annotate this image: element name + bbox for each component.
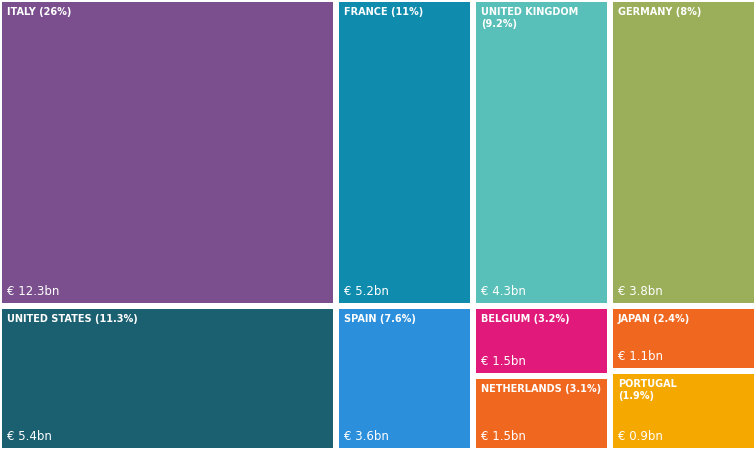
Bar	[476, 309, 607, 373]
Bar	[2, 309, 333, 448]
Bar	[613, 2, 754, 303]
Bar	[613, 374, 754, 448]
Text: € 1.5bn: € 1.5bn	[481, 355, 526, 368]
Text: GERMANY (8%): GERMANY (8%)	[618, 7, 702, 17]
Text: € 5.4bn: € 5.4bn	[7, 430, 52, 443]
Text: € 12.3bn: € 12.3bn	[7, 285, 60, 298]
Text: FRANCE (11%): FRANCE (11%)	[344, 7, 423, 17]
Text: € 4.3bn: € 4.3bn	[481, 285, 526, 298]
Bar	[476, 379, 607, 448]
Text: € 1.1bn: € 1.1bn	[618, 350, 663, 363]
Bar	[476, 2, 607, 303]
Bar	[613, 309, 754, 368]
Bar	[339, 2, 470, 303]
Text: € 0.9bn: € 0.9bn	[618, 430, 663, 443]
Text: SPAIN (7.6%): SPAIN (7.6%)	[344, 314, 416, 324]
Text: NETHERLANDS (3.1%): NETHERLANDS (3.1%)	[481, 384, 601, 394]
Text: UNITED STATES (11.3%): UNITED STATES (11.3%)	[7, 314, 138, 324]
Text: € 1.5bn: € 1.5bn	[481, 430, 526, 443]
Text: ITALY (26%): ITALY (26%)	[7, 7, 71, 17]
Text: € 3.6bn: € 3.6bn	[344, 430, 389, 443]
Text: JAPAN (2.4%): JAPAN (2.4%)	[618, 314, 690, 324]
Text: € 3.8bn: € 3.8bn	[618, 285, 663, 298]
Bar	[339, 309, 470, 448]
Bar	[2, 2, 333, 303]
Text: BELGIUM (3.2%): BELGIUM (3.2%)	[481, 314, 569, 324]
Text: € 5.2bn: € 5.2bn	[344, 285, 389, 298]
Text: PORTUGAL
(1.9%): PORTUGAL (1.9%)	[618, 379, 677, 400]
Text: UNITED KINGDOM
(9.2%): UNITED KINGDOM (9.2%)	[481, 7, 578, 29]
